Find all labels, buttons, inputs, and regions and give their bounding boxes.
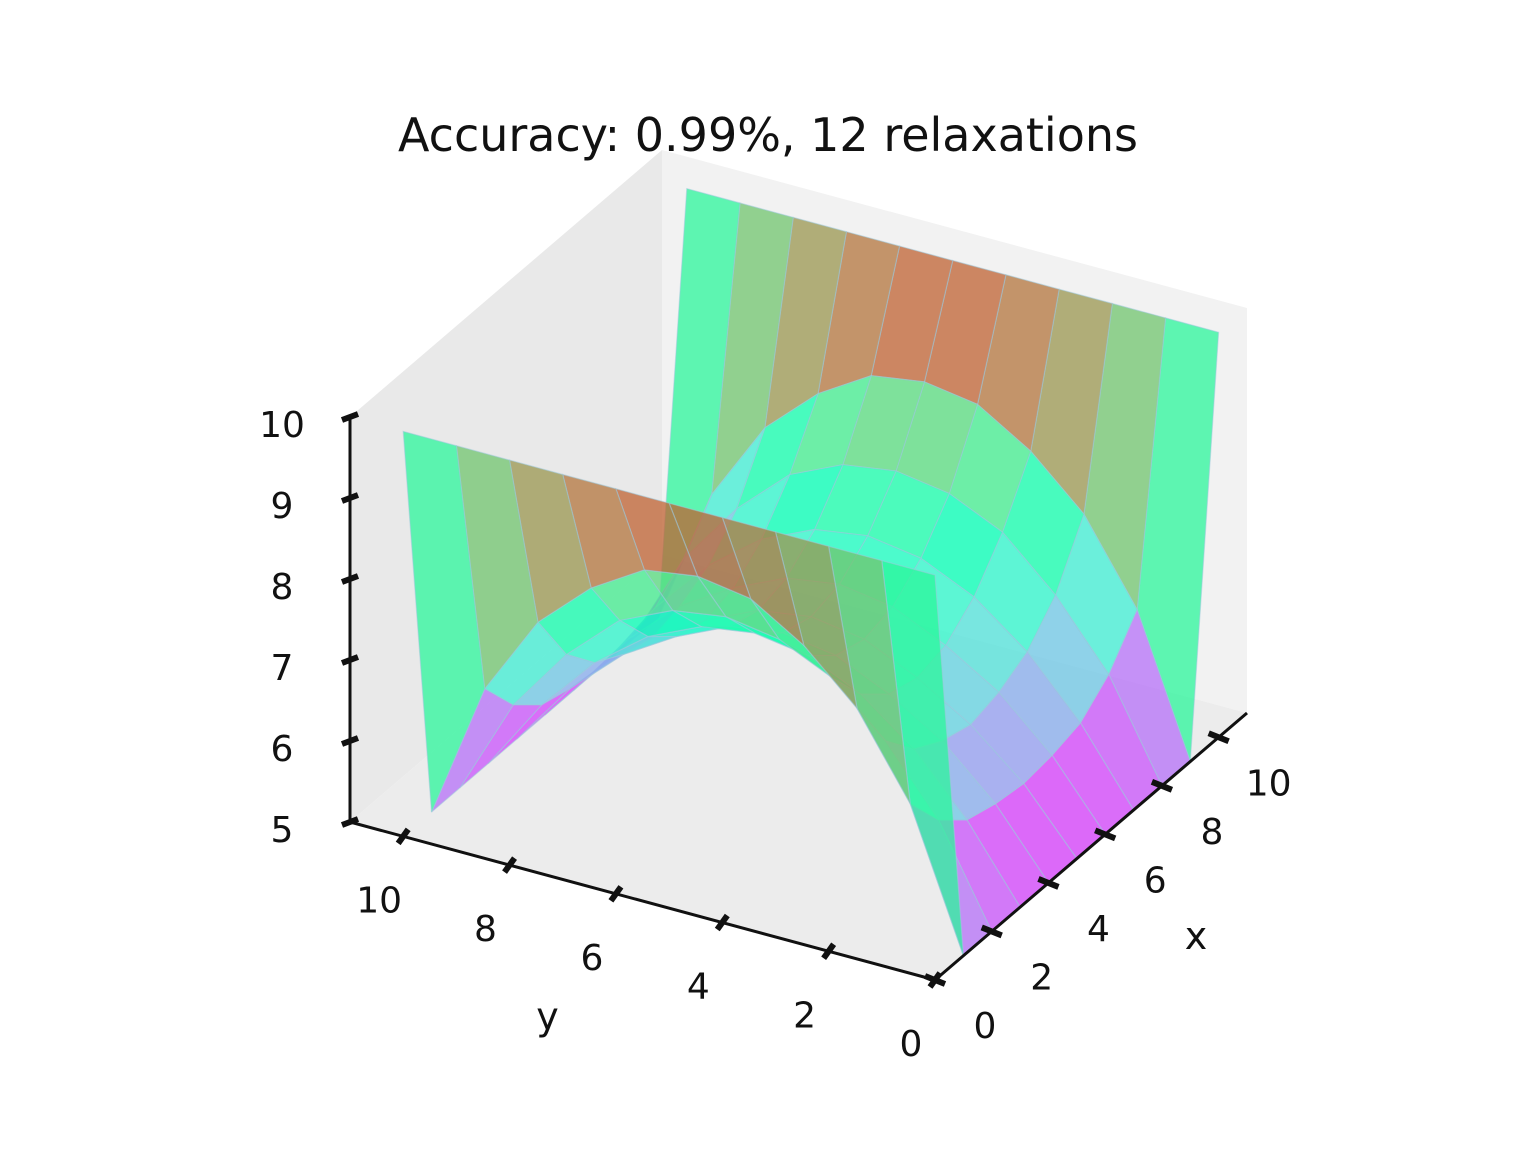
y-tick-label-2: 2 bbox=[793, 995, 816, 1036]
y-tick-label-0: 0 bbox=[900, 1024, 923, 1065]
y-tick-label-8: 8 bbox=[474, 909, 497, 950]
z-tick-label-7: 7 bbox=[271, 648, 294, 689]
x-tick-mark-6 bbox=[1094, 827, 1117, 842]
y-tick-mark-8 bbox=[502, 856, 517, 874]
y-axis-line bbox=[349, 820, 936, 982]
x-tick-mark-8 bbox=[1150, 779, 1174, 793]
x-tick-mark-4 bbox=[1037, 876, 1060, 890]
z-tick-mark-7 bbox=[340, 654, 360, 666]
z-tick-mark-6 bbox=[340, 735, 360, 747]
y-tick-label-4: 4 bbox=[687, 967, 710, 1008]
y-tick-mark-4 bbox=[714, 913, 730, 932]
x-tick-label-8: 8 bbox=[1200, 812, 1223, 853]
x-tick-label-0: 0 bbox=[974, 1006, 997, 1047]
x-axis-line bbox=[934, 711, 1248, 982]
z-tick-mark-8 bbox=[340, 573, 360, 585]
y-tick-mark-6 bbox=[608, 885, 624, 903]
z-tick-label-8: 8 bbox=[271, 567, 294, 608]
x-tick-label-2: 2 bbox=[1030, 958, 1053, 999]
z-tick-mark-5 bbox=[340, 816, 360, 828]
x-tick-label-10: 10 bbox=[1246, 763, 1292, 804]
z-tick-label-5: 5 bbox=[271, 810, 294, 851]
z-tick-label-9: 9 bbox=[271, 486, 294, 527]
x-tick-label-4: 4 bbox=[1087, 909, 1110, 950]
x-tick-mark-2 bbox=[980, 924, 1003, 939]
y-tick-mark-10 bbox=[395, 827, 411, 846]
surface bbox=[402, 187, 1220, 957]
x-tick-mark-10 bbox=[1207, 730, 1230, 745]
y-axis-label: y bbox=[536, 995, 559, 1039]
y-tick-label-6: 6 bbox=[580, 938, 603, 979]
surface-cell-0-9 bbox=[402, 430, 486, 813]
x-tick-label-6: 6 bbox=[1144, 860, 1167, 901]
y-tick-mark-2 bbox=[821, 942, 837, 961]
y-tick-label-10: 10 bbox=[356, 880, 402, 921]
z-tick-mark-10 bbox=[340, 411, 360, 423]
chart-title: Accuracy: 0.99%, 12 relaxations bbox=[398, 108, 1138, 162]
z-tick-mark-9 bbox=[340, 492, 360, 504]
z-tick-label-6: 6 bbox=[271, 729, 294, 770]
z-tick-label-10: 10 bbox=[259, 405, 305, 446]
x-axis-label: x bbox=[1185, 914, 1208, 958]
y-tick-mark-0 bbox=[927, 971, 943, 989]
